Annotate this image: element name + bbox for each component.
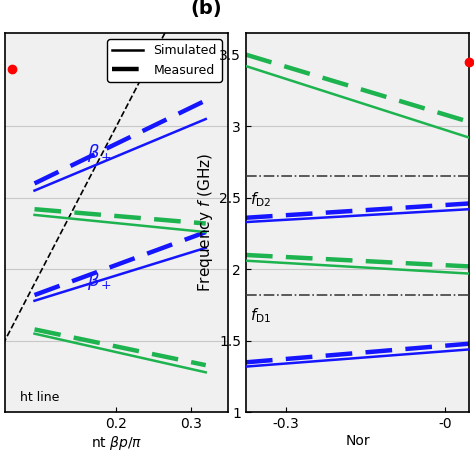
Y-axis label: Frequency $f$ (GHz): Frequency $f$ (GHz) bbox=[196, 153, 215, 292]
X-axis label: nt $\beta p/\pi$: nt $\beta p/\pi$ bbox=[91, 434, 142, 452]
Legend: Simulated, Measured: Simulated, Measured bbox=[107, 39, 222, 82]
Text: ht line: ht line bbox=[19, 391, 59, 404]
Text: $\beta_+$: $\beta_+$ bbox=[87, 142, 112, 164]
Text: $\beta_+$: $\beta_+$ bbox=[87, 271, 112, 292]
Text: (b): (b) bbox=[190, 0, 222, 18]
Text: $f_{\mathrm{D1}}$: $f_{\mathrm{D1}}$ bbox=[250, 307, 271, 325]
X-axis label: Nor: Nor bbox=[345, 434, 370, 448]
Text: $f_{\mathrm{D2}}$: $f_{\mathrm{D2}}$ bbox=[250, 191, 271, 210]
